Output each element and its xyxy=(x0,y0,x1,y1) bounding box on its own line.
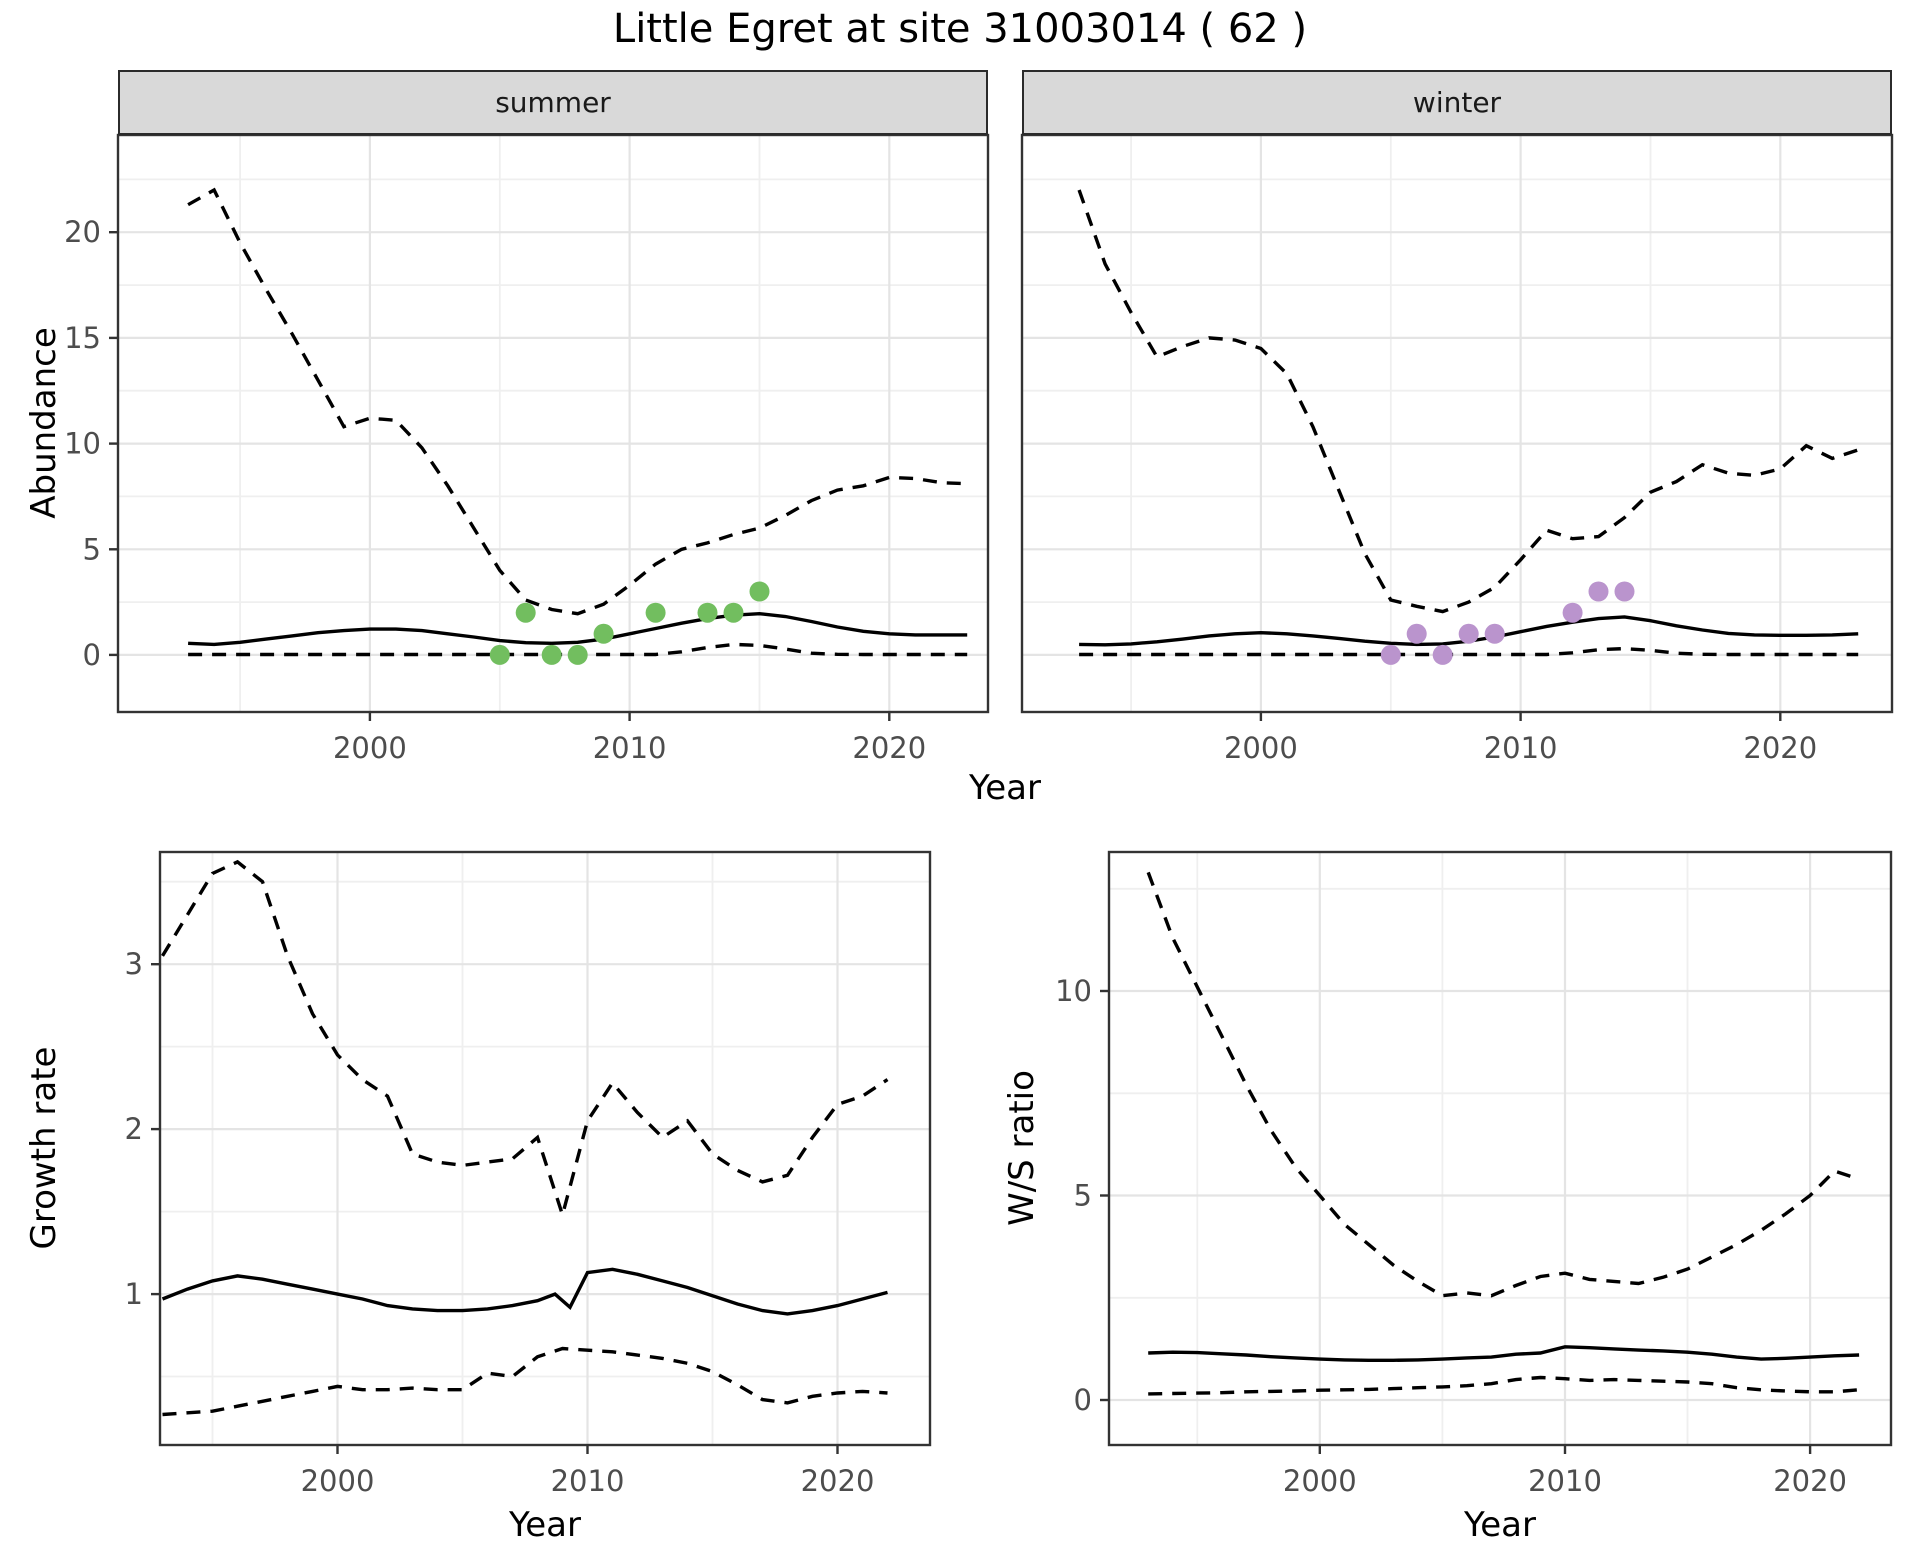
facet-strip-winter: winter xyxy=(1022,70,1892,135)
series-lower-ci xyxy=(1079,646,1859,657)
y-tick-label: 20 xyxy=(64,215,101,249)
series-upper-ci xyxy=(187,187,968,616)
panel-border xyxy=(158,850,932,1447)
panel-abundance_summer: 2000 2010 2020 0 5 10 15 20 xyxy=(64,133,990,765)
series-mean xyxy=(161,1267,888,1316)
x-axis-title-year-top: Year xyxy=(969,768,1041,808)
x-tick-label: 2020 xyxy=(1773,1464,1847,1498)
y-tick-label: 5 xyxy=(83,532,101,566)
series-upper-ci xyxy=(1077,189,1859,614)
y-tick-label: 10 xyxy=(64,427,101,461)
x-tick-label: 2010 xyxy=(1528,1464,1602,1498)
panel-background xyxy=(1109,852,1891,1445)
panel-background xyxy=(118,135,988,712)
panel-ws_ratio: 2000 2010 2020 0 5 10 xyxy=(1055,850,1893,1498)
y-tick-label: 3 xyxy=(125,947,143,981)
summer-observations-point xyxy=(515,602,536,623)
y-tick-label: 2 xyxy=(125,1112,143,1146)
y-tick-label: 0 xyxy=(1074,1383,1092,1417)
y-tick-label: 5 xyxy=(1074,1179,1092,1213)
y-axis-title-ws-ratio: W/S ratio xyxy=(1002,1070,1042,1226)
y-tick-label: 15 xyxy=(64,321,101,355)
summer-observations-point xyxy=(489,644,510,665)
panel-border xyxy=(1107,850,1893,1447)
winter-observations-point xyxy=(1432,644,1453,665)
winter-observations-point xyxy=(1562,602,1583,623)
x-tick-label: 2020 xyxy=(801,1464,875,1498)
facet-strip-winter-label: winter xyxy=(1412,86,1502,119)
panel-growth_rate: 2000 2010 2020 1 2 3 xyxy=(125,850,932,1498)
x-tick-label: 2020 xyxy=(852,731,926,765)
panel-abundance_winter: 2000 2010 2020 xyxy=(1020,133,1894,765)
winter-observations-point xyxy=(1380,644,1401,665)
series-upper-ci xyxy=(1146,871,1860,1298)
x-tick-label: 2000 xyxy=(301,1464,375,1498)
series-lower-ci xyxy=(162,1346,888,1417)
summer-observations-point xyxy=(749,581,770,602)
x-tick-label: 2000 xyxy=(1224,731,1298,765)
facet-strip-summer-label: summer xyxy=(495,86,611,119)
winter-observations-point xyxy=(1588,581,1609,602)
summer-observations-point xyxy=(541,644,562,665)
x-tick-label: 2000 xyxy=(1283,1464,1357,1498)
y-axis-title-abundance: Abundance xyxy=(24,327,64,519)
series-mean xyxy=(1148,1345,1860,1362)
x-axis-title-year-ws: Year xyxy=(1464,1505,1536,1545)
series-upper-ci xyxy=(161,859,889,1221)
y-tick-label: 1 xyxy=(125,1277,143,1311)
y-axis-title-growth-rate: Growth rate xyxy=(24,1046,64,1250)
y-tick-label: 10 xyxy=(1055,974,1092,1008)
x-tick-label: 2000 xyxy=(333,731,407,765)
panel-border xyxy=(1020,133,1894,714)
panel-background xyxy=(1022,135,1892,712)
winter-observations-point xyxy=(1406,623,1427,644)
summer-observations-point xyxy=(645,602,666,623)
x-tick-label: 2020 xyxy=(1743,731,1817,765)
panel-background xyxy=(160,852,930,1445)
x-tick-label: 2010 xyxy=(593,731,667,765)
x-axis-title-year-growth: Year xyxy=(509,1505,581,1545)
winter-observations-point xyxy=(1458,623,1479,644)
summer-observations-point xyxy=(593,623,614,644)
summer-observations-point xyxy=(567,644,588,665)
facet-strip-summer: summer xyxy=(118,70,988,135)
winter-observations-point xyxy=(1484,623,1505,644)
series-mean xyxy=(188,611,968,647)
winter-observations-point xyxy=(1614,581,1635,602)
x-tick-label: 2010 xyxy=(1484,731,1558,765)
y-tick-label: 0 xyxy=(83,638,101,672)
panel-border xyxy=(116,133,990,714)
page-title: Little Egret at site 31003014 ( 62 ) xyxy=(612,6,1308,52)
summer-observations-point xyxy=(723,602,744,623)
summer-observations-point xyxy=(697,602,718,623)
x-tick-label: 2010 xyxy=(551,1464,625,1498)
